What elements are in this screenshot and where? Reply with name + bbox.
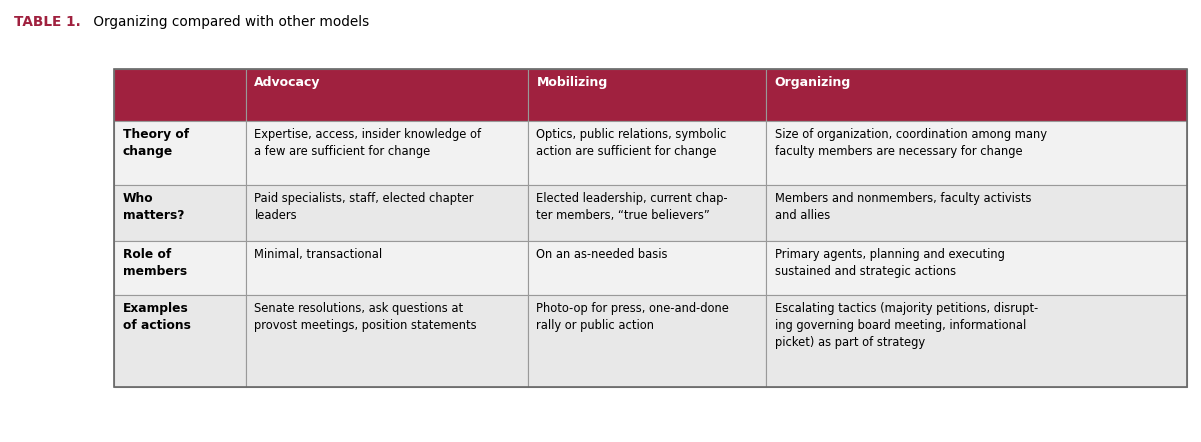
- Bar: [766, 295, 1187, 387]
- Text: Role of
members: Role of members: [123, 248, 186, 278]
- Text: Paid specialists, staff, elected chapter
leaders: Paid specialists, staff, elected chapter…: [255, 192, 474, 222]
- Text: Organizing: Organizing: [775, 76, 850, 88]
- Text: On an as-needed basis: On an as-needed basis: [537, 248, 668, 261]
- Bar: [528, 295, 766, 387]
- Bar: [528, 241, 766, 295]
- Text: TABLE 1.: TABLE 1.: [14, 15, 82, 30]
- Bar: [246, 241, 528, 295]
- Bar: [528, 121, 766, 185]
- Text: Advocacy: Advocacy: [255, 76, 321, 88]
- Bar: [246, 121, 528, 185]
- Text: Organizing compared with other models: Organizing compared with other models: [89, 15, 369, 30]
- Bar: [114, 241, 246, 295]
- Text: Examples
of actions: Examples of actions: [123, 302, 191, 332]
- Text: Senate resolutions, ask questions at
provost meetings, position statements: Senate resolutions, ask questions at pro…: [255, 302, 477, 332]
- Text: Mobilizing: Mobilizing: [537, 76, 608, 88]
- Text: Minimal, transactional: Minimal, transactional: [255, 248, 383, 261]
- Text: Theory of
change: Theory of change: [123, 128, 189, 158]
- Bar: [528, 69, 766, 121]
- Bar: [528, 185, 766, 241]
- Bar: [766, 241, 1187, 295]
- Bar: [114, 69, 246, 121]
- Text: Escalating tactics (majority petitions, disrupt-
ing governing board meeting, in: Escalating tactics (majority petitions, …: [775, 302, 1038, 349]
- Text: Elected leadership, current chap-
ter members, “true believers”: Elected leadership, current chap- ter me…: [537, 192, 728, 222]
- Bar: [766, 69, 1187, 121]
- Bar: [246, 295, 528, 387]
- Text: Optics, public relations, symbolic
action are sufficient for change: Optics, public relations, symbolic actio…: [537, 128, 727, 158]
- Bar: [114, 185, 246, 241]
- Bar: [114, 121, 246, 185]
- Bar: [114, 295, 246, 387]
- Bar: [766, 185, 1187, 241]
- Bar: [246, 185, 528, 241]
- Text: Photo-op for press, one-and-done
rally or public action: Photo-op for press, one-and-done rally o…: [537, 302, 729, 332]
- Bar: [114, 69, 1187, 387]
- Text: Members and nonmembers, faculty activists
and allies: Members and nonmembers, faculty activist…: [775, 192, 1032, 222]
- Bar: [766, 121, 1187, 185]
- Text: Who
matters?: Who matters?: [123, 192, 184, 222]
- Text: Primary agents, planning and executing
sustained and strategic actions: Primary agents, planning and executing s…: [775, 248, 1004, 278]
- Text: Size of organization, coordination among many
faculty members are necessary for : Size of organization, coordination among…: [775, 128, 1046, 158]
- Text: Expertise, access, insider knowledge of
a few are sufficient for change: Expertise, access, insider knowledge of …: [255, 128, 482, 158]
- Bar: [246, 69, 528, 121]
